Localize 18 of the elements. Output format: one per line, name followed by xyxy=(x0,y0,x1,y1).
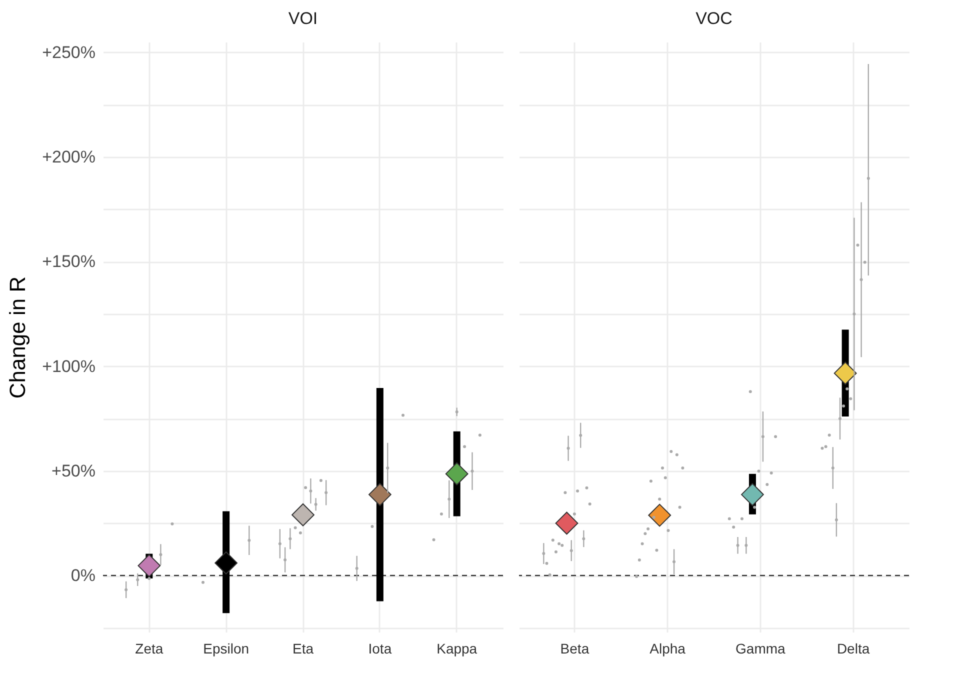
x-tick-label: Zeta xyxy=(135,640,164,656)
y-axis-title: Change in R xyxy=(5,276,30,399)
x-tick-label: Iota xyxy=(368,640,392,656)
x-tick-label: Delta xyxy=(836,640,870,656)
y-tick-label: 0% xyxy=(70,566,96,586)
chart-title: VOI xyxy=(288,9,318,28)
x-tick-label: Beta xyxy=(560,640,590,656)
y-tick-label: +200% xyxy=(42,148,96,167)
x-tick-label: Gamma xyxy=(736,640,786,656)
x-tick-label: Alpha xyxy=(650,640,686,656)
y-tick-label: +50% xyxy=(52,461,96,480)
y-tick-label: +150% xyxy=(42,252,96,272)
x-tick-label: Eta xyxy=(292,640,314,656)
chart-title: VOC xyxy=(696,9,732,28)
x-tick-label: Kappa xyxy=(436,640,478,656)
x-tick-label: Epsilon xyxy=(203,640,250,656)
y-tick-label: +100% xyxy=(42,356,96,376)
y-tick-label: +250% xyxy=(42,42,96,62)
